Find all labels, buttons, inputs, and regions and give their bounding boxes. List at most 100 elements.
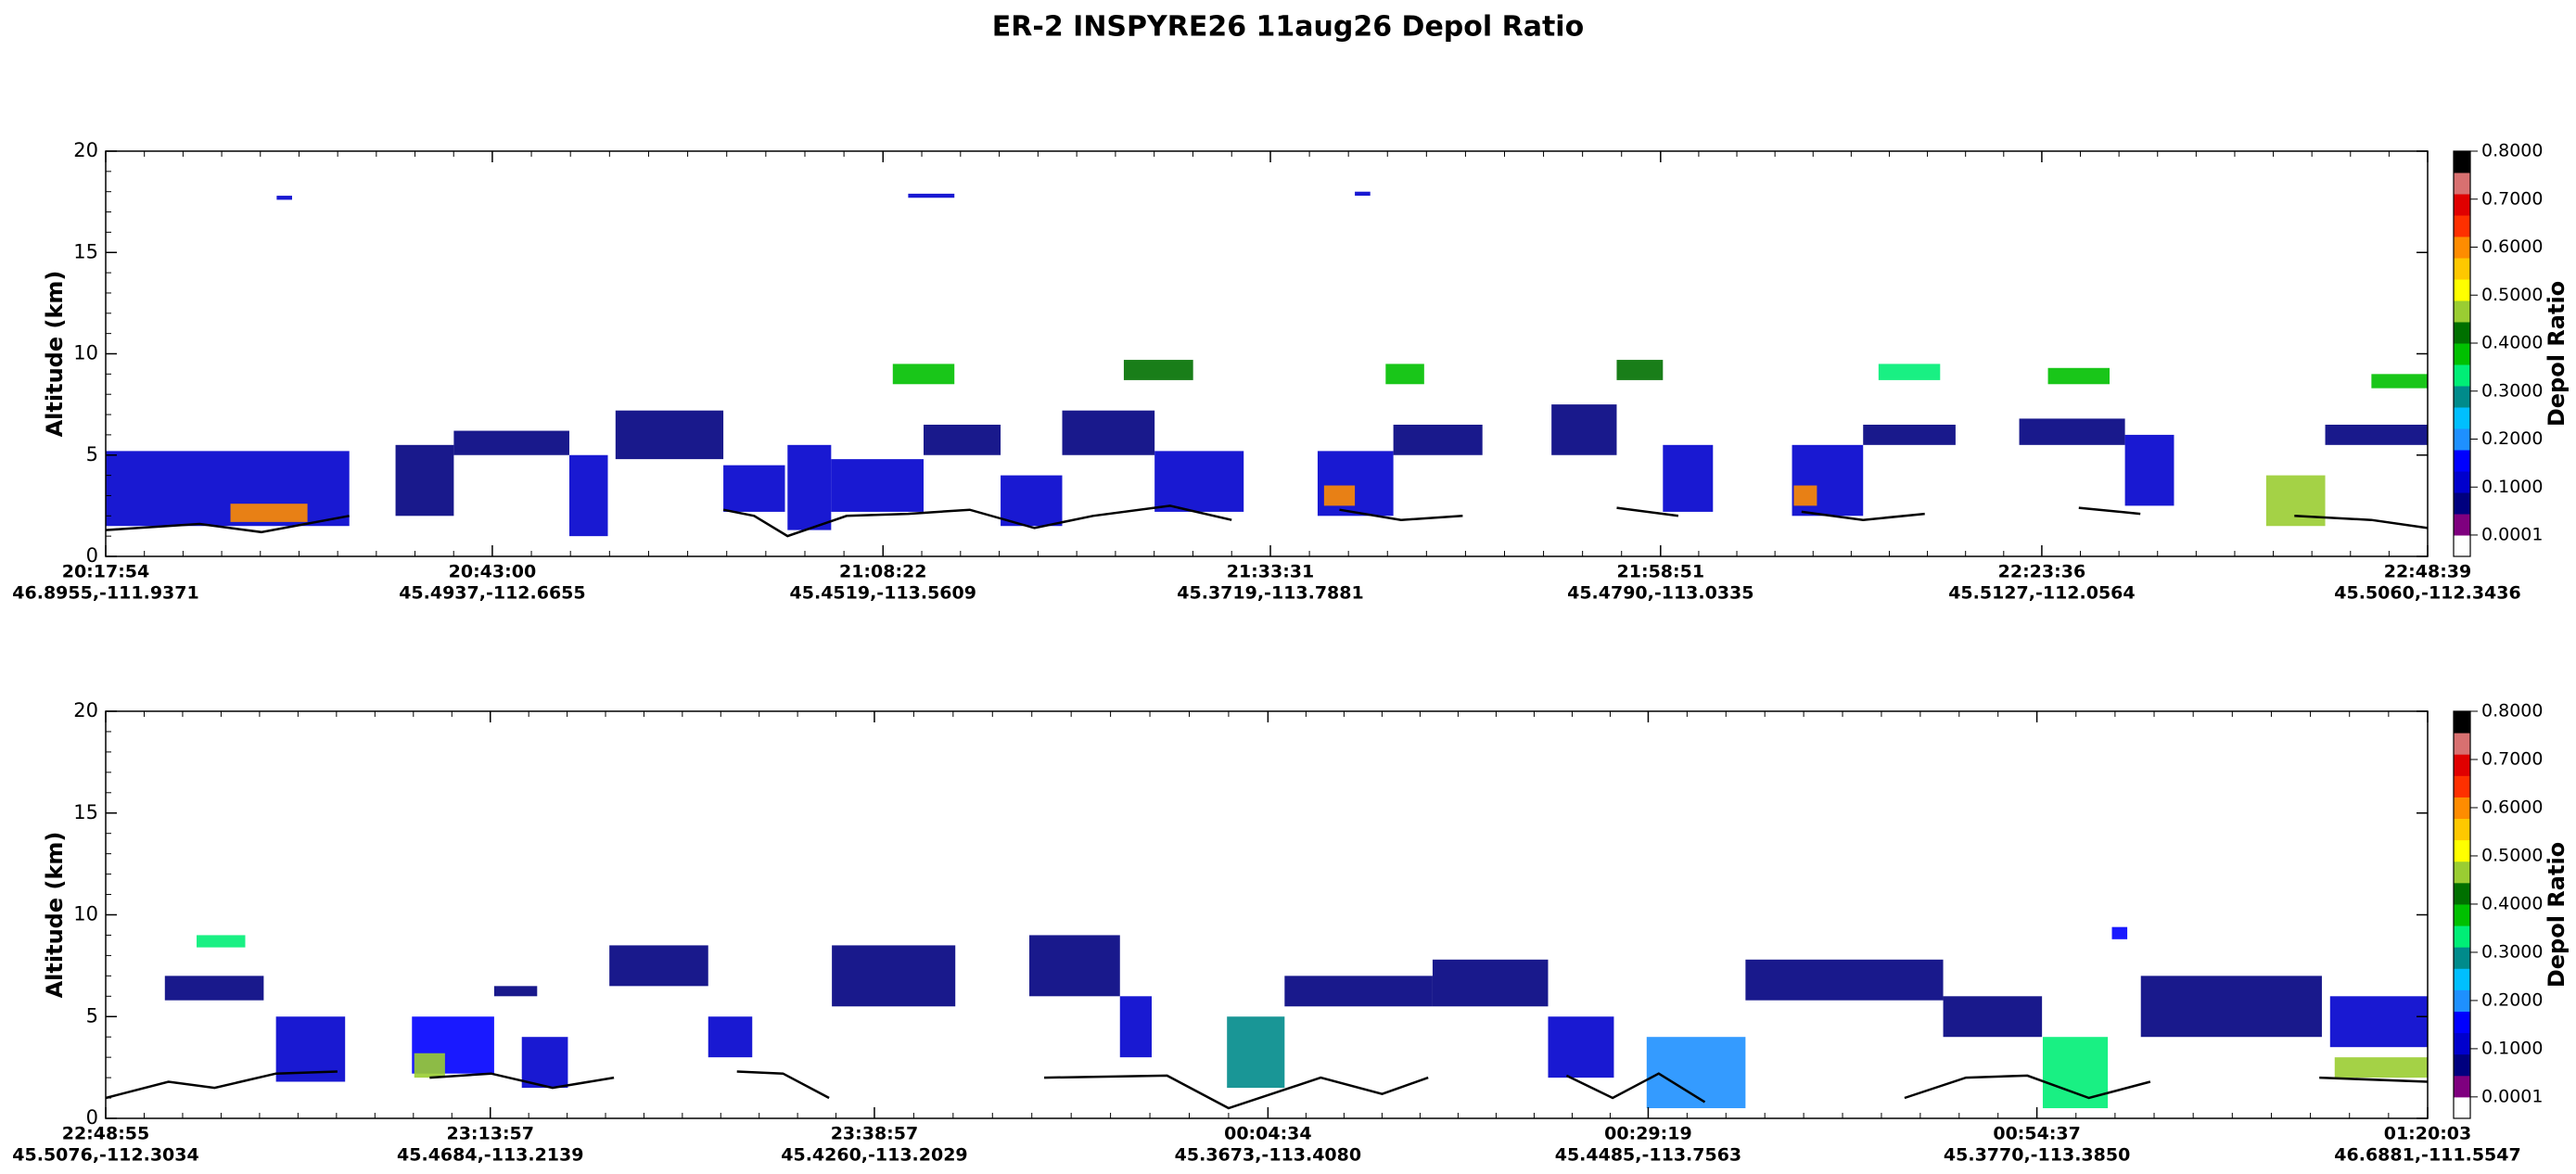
colorbar-band bbox=[2454, 882, 2470, 905]
depol-cell bbox=[493, 986, 538, 997]
x-tick-label: 20:43:00 bbox=[449, 562, 537, 582]
x-tick-label: 00:04:34 bbox=[1224, 1124, 1312, 1144]
x-tick-label: 21:58:51 bbox=[1617, 562, 1705, 582]
colorbar-tick-label: 0.1000 bbox=[2481, 477, 2543, 497]
colorbar-band bbox=[2454, 258, 2470, 280]
x-tick-location: 45.3770,-113.3850 bbox=[1944, 1145, 2130, 1166]
colorbar-band bbox=[2454, 279, 2470, 301]
colorbar-band bbox=[2454, 236, 2470, 259]
depol-cell bbox=[1548, 1016, 1614, 1078]
depol-cell bbox=[2019, 418, 2125, 445]
colorbar-band bbox=[2454, 968, 2470, 990]
y-tick-label: 15 bbox=[73, 801, 98, 823]
colorbar-band bbox=[2454, 989, 2470, 1012]
depol-cell bbox=[106, 451, 350, 527]
depol-cell bbox=[1029, 935, 1120, 997]
colorbar-band bbox=[2454, 322, 2470, 344]
colorbar-frame bbox=[2453, 710, 2471, 1119]
depol-cell bbox=[2124, 434, 2174, 506]
y-tick-label: 0 bbox=[86, 1106, 98, 1129]
x-tick-location: 45.5127,-112.0564 bbox=[1948, 583, 2135, 604]
x-tick-label: 22:48:39 bbox=[2384, 562, 2472, 582]
colorbar-tick-label: 0.8000 bbox=[2481, 701, 2543, 721]
colorbar-band bbox=[2454, 407, 2470, 429]
depol-cell bbox=[1154, 451, 1244, 512]
depol-cell bbox=[1863, 424, 1956, 445]
figure-title: ER-2 INSPYRE26 11aug26 Depol Ratio bbox=[992, 11, 1584, 44]
x-tick-label: 22:23:36 bbox=[1998, 562, 2086, 582]
colorbar-band bbox=[2454, 386, 2470, 408]
depol-cell bbox=[2371, 374, 2428, 389]
colorbar-band bbox=[2454, 215, 2470, 237]
x-tick-location: 46.8955,-111.9371 bbox=[12, 583, 198, 604]
depol-cell bbox=[1393, 424, 1483, 455]
colorbar-band bbox=[2454, 947, 2470, 969]
depol-cell bbox=[1878, 364, 1941, 380]
depol-cell bbox=[1793, 485, 1817, 506]
colorbar-tick-label: 0.2000 bbox=[2481, 989, 2543, 1010]
depol-cell bbox=[2265, 475, 2326, 527]
depol-cell bbox=[2325, 424, 2428, 445]
x-tick-label: 00:29:19 bbox=[1604, 1124, 1692, 1144]
colorbar-band bbox=[2454, 492, 2470, 515]
y-tick-label: 20 bbox=[73, 699, 98, 721]
x-tick-label: 22:48:55 bbox=[62, 1124, 150, 1144]
colorbar-tick-label: 0.3000 bbox=[2481, 941, 2543, 962]
depol-cell bbox=[568, 454, 608, 537]
colorbar-band bbox=[2454, 818, 2470, 841]
y-tick-label: 15 bbox=[73, 240, 98, 262]
depol-cell bbox=[2047, 367, 2110, 385]
x-tick-label: 01:20:03 bbox=[2384, 1124, 2472, 1144]
colorbar-band bbox=[2454, 1032, 2470, 1055]
depol-cell bbox=[1123, 360, 1193, 380]
depol-cell bbox=[197, 935, 246, 948]
depol-cell bbox=[2111, 926, 2128, 939]
colorbar-tick-label: 0.1000 bbox=[2481, 1038, 2543, 1058]
colorbar-band bbox=[2454, 797, 2470, 820]
colorbar-band bbox=[2454, 450, 2470, 472]
colorbar-band bbox=[2454, 733, 2470, 755]
depol-cell bbox=[1551, 404, 1617, 455]
y-tick-label: 5 bbox=[86, 1004, 98, 1027]
colorbar-band bbox=[2454, 364, 2470, 387]
colorbar-tick-label: 0.0001 bbox=[2481, 524, 2543, 544]
colorbar-band bbox=[2454, 194, 2470, 216]
depol-cell bbox=[1432, 959, 1549, 1007]
depol-cell bbox=[1385, 364, 1424, 385]
colorbar-tick-label: 0.5000 bbox=[2481, 285, 2543, 305]
plot-frame bbox=[105, 150, 2429, 557]
colorbar-band bbox=[2454, 1053, 2470, 1077]
colorbar-tick-label: 0.0001 bbox=[2481, 1086, 2543, 1106]
x-tick-label: 23:13:57 bbox=[446, 1124, 534, 1144]
depol-cell bbox=[708, 1016, 753, 1058]
colorbar-tick-label: 0.3000 bbox=[2481, 380, 2543, 401]
colorbar-tick-label: 0.5000 bbox=[2481, 845, 2543, 865]
colorbar-band bbox=[2454, 711, 2470, 734]
colorbar-tick-label: 0.2000 bbox=[2481, 428, 2543, 449]
depol-cell bbox=[1355, 191, 1371, 197]
colorbar-band bbox=[2454, 535, 2470, 557]
depol-cell bbox=[787, 444, 832, 530]
colorbar-band bbox=[2454, 1096, 2470, 1119]
colorbar-tick-label: 0.4000 bbox=[2481, 333, 2543, 353]
depol-cell bbox=[1943, 996, 2043, 1038]
depol-cell bbox=[1616, 360, 1664, 380]
x-tick-location: 45.4519,-113.5609 bbox=[790, 583, 976, 604]
x-tick-label: 21:33:31 bbox=[1227, 562, 1315, 582]
colorbar-label: Depol Ratio bbox=[2544, 281, 2570, 427]
colorbar-band bbox=[2454, 861, 2470, 884]
colorbar-band bbox=[2454, 514, 2470, 536]
depol-cell bbox=[521, 1037, 568, 1089]
depol-cell bbox=[164, 976, 264, 1001]
depol-cell bbox=[723, 465, 785, 512]
x-tick-label: 20:17:54 bbox=[62, 562, 150, 582]
depol-cell bbox=[1323, 485, 1356, 506]
x-tick-location: 45.3719,-113.7881 bbox=[1177, 583, 1363, 604]
colorbar-tick-label: 0.4000 bbox=[2481, 893, 2543, 913]
x-tick-label: 21:08:22 bbox=[839, 562, 927, 582]
depol-cell bbox=[908, 193, 955, 198]
depol-cell bbox=[1663, 444, 1714, 512]
colorbar-band bbox=[2454, 343, 2470, 365]
colorbar-band bbox=[2454, 172, 2470, 195]
